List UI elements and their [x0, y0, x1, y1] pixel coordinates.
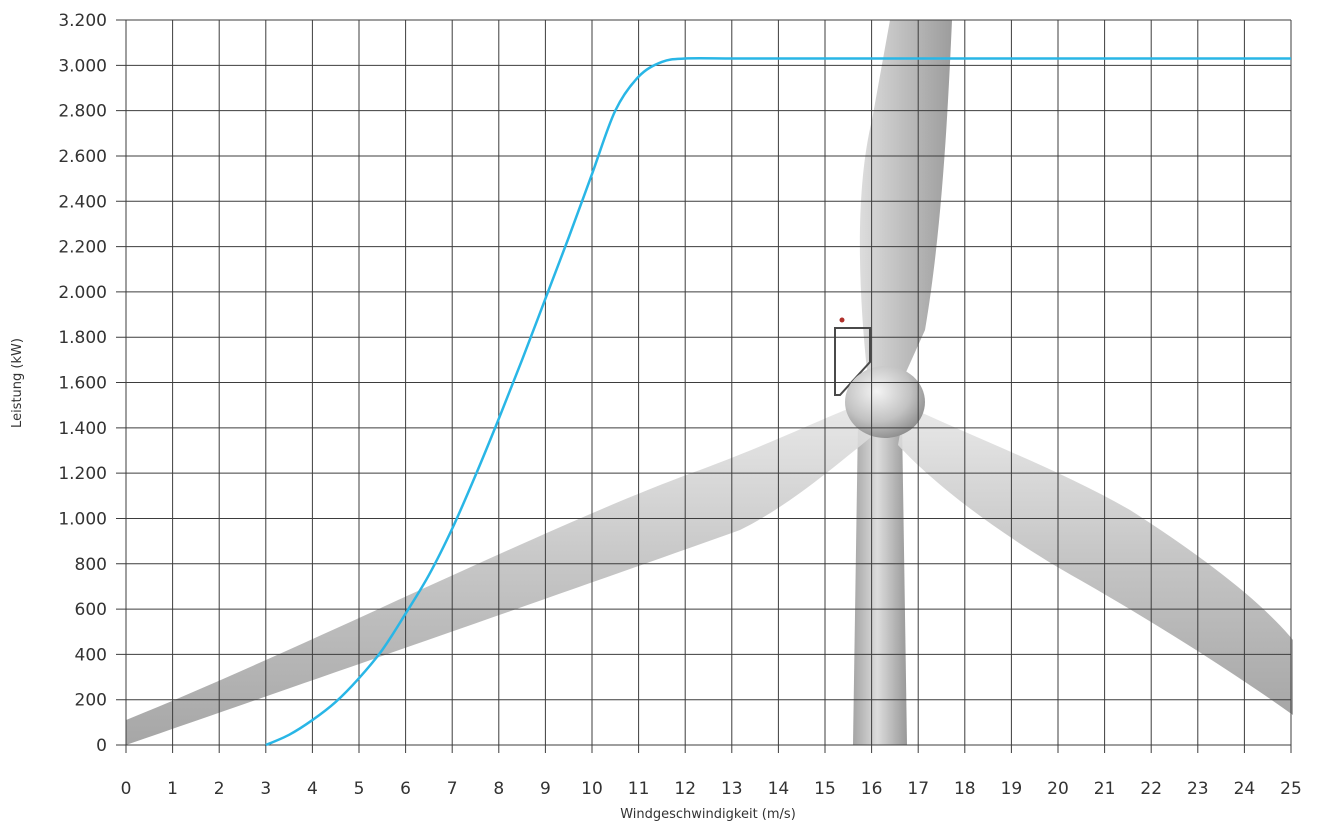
x-tick-label: 16: [861, 779, 883, 799]
x-axis-ticks: 0 1 2 3 4 5 6 7 8 9 10 11 12 13 14 15 16 17 18 19 20 21 22 23 24…: [121, 779, 1302, 799]
y-axis-ticks: 0 200 400 600 800 1.000 1.200 1.400 1.600 1.800 2.…: [58, 11, 107, 756]
x-tick-label: 7: [447, 779, 458, 799]
y-tick-label: 2.600: [58, 147, 107, 167]
x-tick-label: 5: [354, 779, 365, 799]
y-tick-label: 200: [75, 691, 107, 711]
x-tick-label: 0: [121, 779, 132, 799]
x-tick-label: 3: [260, 779, 271, 799]
x-tick-label: 1: [167, 779, 178, 799]
y-tick-label: 2.400: [58, 192, 107, 212]
x-tick-label: 23: [1187, 779, 1209, 799]
y-tick-label: 600: [75, 600, 107, 620]
y-tick-label: 2.800: [58, 102, 107, 122]
y-tick-label: 3.200: [58, 11, 107, 31]
y-tick-label: 1.000: [58, 509, 107, 529]
x-tick-label: 19: [1001, 779, 1023, 799]
y-tick-label: 2.200: [58, 238, 107, 258]
y-tick-label: 1.400: [58, 419, 107, 439]
y-tick-label: 400: [75, 645, 107, 665]
x-tick-label: 10: [581, 779, 603, 799]
x-tick-label: 20: [1047, 779, 1069, 799]
power-curve-line: [265, 57, 1291, 747]
y-tick-label: 1.200: [58, 464, 107, 484]
y-tick-label: 3.000: [58, 56, 107, 76]
y-tick-label: 0: [96, 736, 107, 756]
y-tick-label: 1.800: [58, 328, 107, 348]
power-curve-series: [265, 57, 1291, 747]
x-tick-label: 6: [400, 779, 411, 799]
wind-turbine-illustration: [126, 20, 1293, 745]
x-tick-label: 2: [214, 779, 225, 799]
x-tick-label: 4: [307, 779, 318, 799]
x-tick-label: 8: [493, 779, 504, 799]
x-tick-label: 15: [814, 779, 836, 799]
y-tick-label: 800: [75, 555, 107, 575]
y-tick-label: 1.600: [58, 374, 107, 394]
x-tick-label: 22: [1140, 779, 1162, 799]
x-tick-label: 25: [1280, 779, 1302, 799]
y-tick-label: 2.000: [58, 283, 107, 303]
x-tick-label: 9: [540, 779, 551, 799]
y-axis-label: Leistung (kW): [10, 338, 25, 428]
x-tick-label: 14: [768, 779, 790, 799]
chart-grid: [116, 19, 1292, 753]
x-tick-label: 11: [628, 779, 650, 799]
x-tick-label: 13: [721, 779, 743, 799]
x-tick-label: 12: [674, 779, 696, 799]
x-tick-label: 24: [1234, 779, 1256, 799]
x-axis-label: Windgeschwindigkeit (m/s): [620, 807, 796, 822]
x-tick-label: 21: [1094, 779, 1116, 799]
x-tick-label: 17: [907, 779, 929, 799]
x-tick-label: 18: [954, 779, 976, 799]
